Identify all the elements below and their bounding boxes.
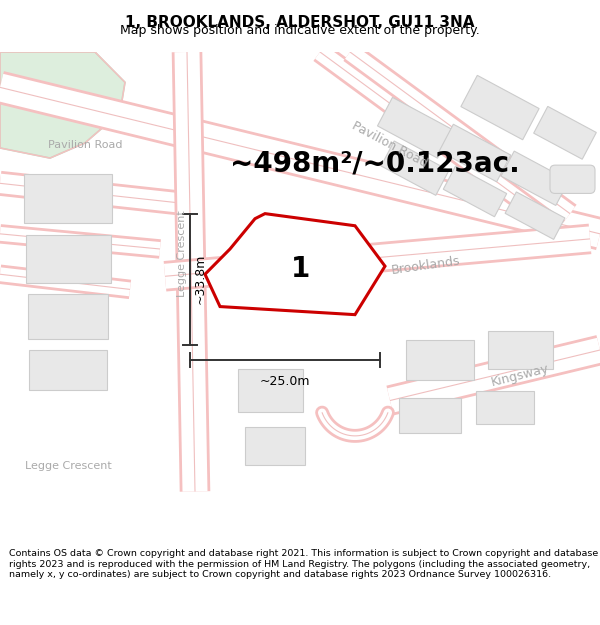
Text: Brooklands: Brooklands — [390, 255, 461, 278]
Polygon shape — [533, 106, 596, 159]
Polygon shape — [381, 141, 449, 196]
Text: Kingsway: Kingsway — [490, 362, 550, 389]
Text: Contains OS data © Crown copyright and database right 2021. This information is : Contains OS data © Crown copyright and d… — [9, 549, 598, 579]
Polygon shape — [501, 151, 569, 206]
Polygon shape — [0, 52, 125, 158]
Polygon shape — [24, 174, 112, 222]
Text: Legge Crescent: Legge Crescent — [177, 211, 187, 298]
Text: ~498m²/~0.123ac.: ~498m²/~0.123ac. — [230, 149, 520, 177]
Polygon shape — [238, 369, 302, 412]
Text: 1: 1 — [290, 255, 310, 283]
Polygon shape — [461, 76, 539, 140]
Text: ~33.8m: ~33.8m — [194, 254, 207, 304]
FancyBboxPatch shape — [550, 165, 595, 193]
Text: 1, BROOKLANDS, ALDERSHOT, GU11 3NA: 1, BROOKLANDS, ALDERSHOT, GU11 3NA — [125, 14, 475, 29]
Polygon shape — [487, 331, 553, 369]
Polygon shape — [399, 398, 461, 433]
Text: ~25.0m: ~25.0m — [260, 375, 310, 388]
Polygon shape — [377, 98, 452, 158]
Polygon shape — [245, 427, 305, 465]
Polygon shape — [25, 235, 110, 283]
Polygon shape — [476, 391, 534, 424]
Polygon shape — [443, 166, 507, 217]
Polygon shape — [406, 340, 474, 381]
Text: Pavilion Road: Pavilion Road — [48, 140, 122, 150]
Polygon shape — [205, 214, 385, 314]
Text: Pavilion Road: Pavilion Road — [350, 119, 430, 171]
Polygon shape — [272, 240, 337, 292]
Polygon shape — [439, 124, 511, 182]
Polygon shape — [28, 294, 108, 339]
Text: Legge Crescent: Legge Crescent — [25, 461, 112, 471]
Polygon shape — [505, 192, 565, 239]
Text: Map shows position and indicative extent of the property.: Map shows position and indicative extent… — [120, 24, 480, 38]
Polygon shape — [29, 350, 107, 391]
